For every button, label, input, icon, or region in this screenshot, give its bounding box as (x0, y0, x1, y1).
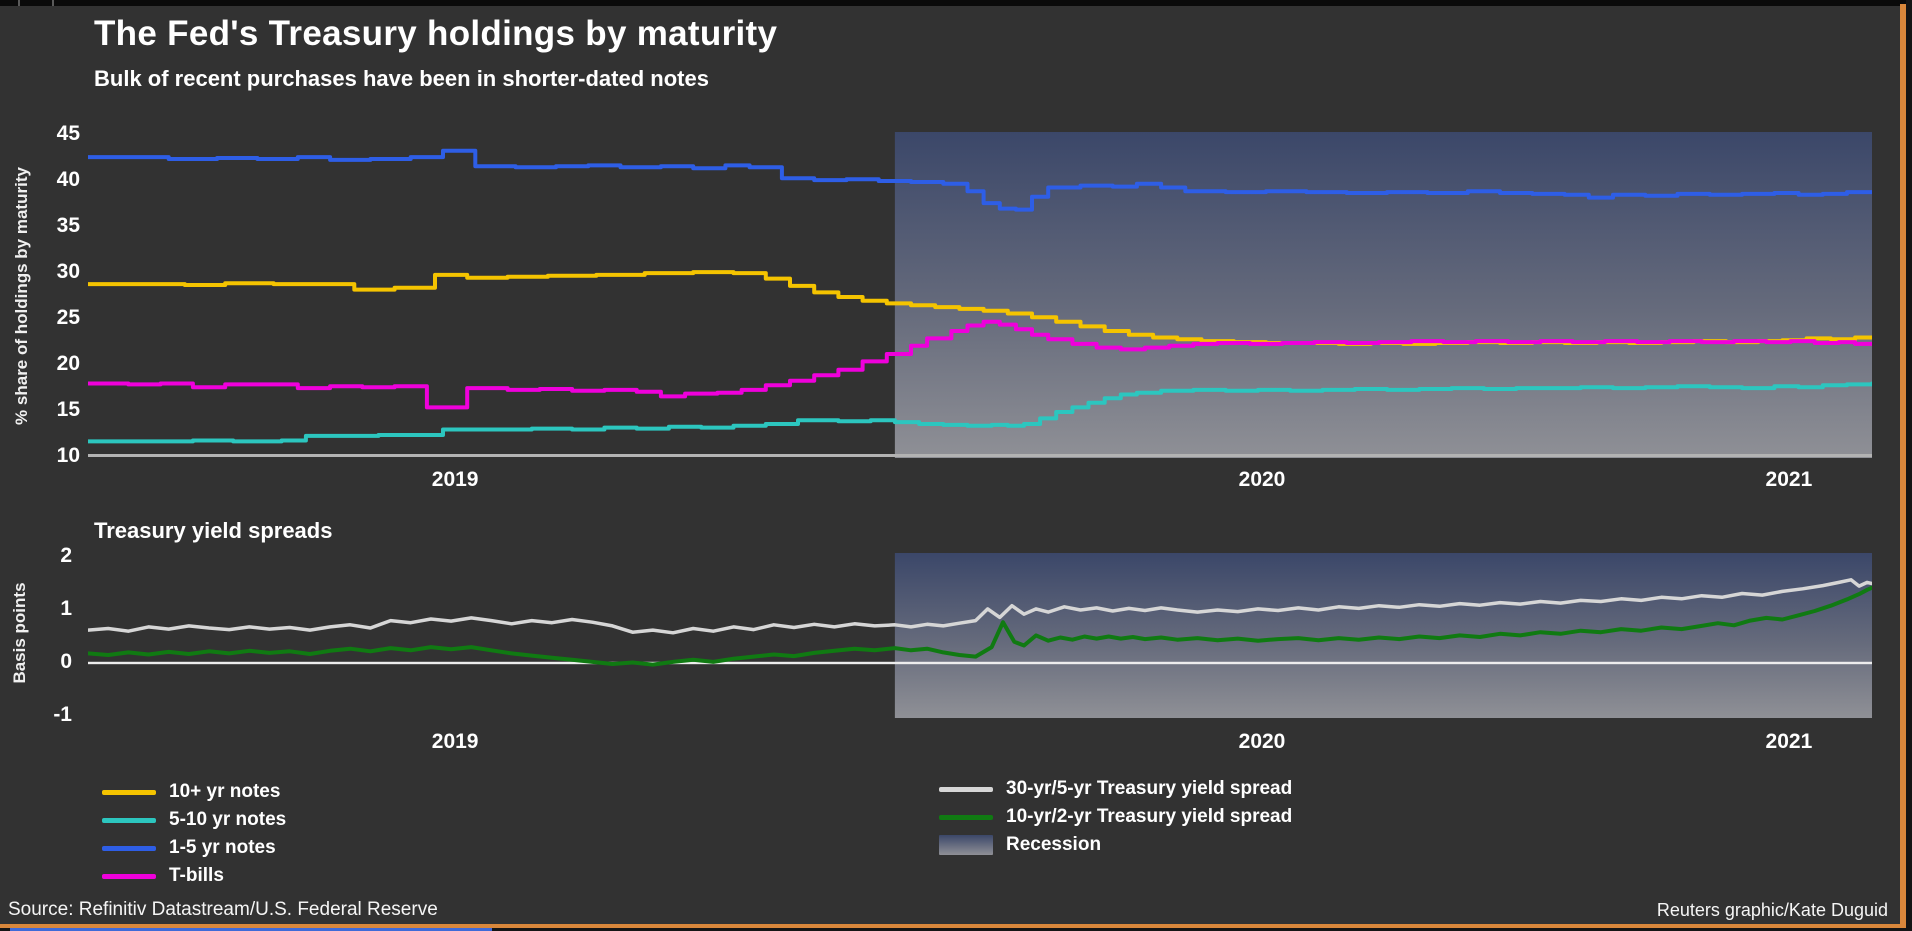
legend-spreads: 30-yr/5-yr Treasury yield spread 10-yr/2-… (939, 775, 1292, 859)
x-tick-label: 2020 (1238, 730, 1286, 753)
page-subtitle: Bulk of recent purchases have been in sh… (94, 66, 709, 91)
series-10-yr-2-yr-treasury-yield-spread (88, 585, 1872, 667)
line-swatch (939, 814, 993, 820)
x-tick-label: 2019 (431, 730, 479, 753)
window-bottom-edge (0, 928, 1912, 931)
graphic-credit: Reuters graphic/Kate Duguid (1656, 900, 1888, 920)
legend-label: 10+ yr notes (169, 781, 281, 802)
line-swatch (102, 817, 156, 823)
legend-holdings: 10+ yr notes 5-10 yr notes 1-5 yr notes T-b… (102, 778, 286, 890)
line-swatch (102, 789, 156, 795)
legend-item: Recession (939, 831, 1292, 859)
y-tick-label: 15 (56, 398, 80, 422)
y-tick-label: 25 (56, 306, 80, 330)
legend-item: 30-yr/5-yr Treasury yield spread (939, 775, 1292, 803)
window-top-edge (0, 0, 1912, 6)
recession-band (894, 132, 1872, 458)
legend-label: 5-10 yr notes (169, 809, 287, 830)
y-tick-label: 40 (56, 168, 80, 192)
x-tick-label: 2021 (1765, 468, 1813, 491)
x-tick-label: 2021 (1765, 730, 1813, 753)
y-tick-label: 30 (56, 260, 80, 284)
legend-label: 10-yr/2-yr Treasury yield spread (1006, 806, 1293, 827)
recession-swatch (939, 835, 993, 855)
legend-label: T-bills (169, 865, 224, 886)
legend-label: 30-yr/5-yr Treasury yield spread (1006, 778, 1293, 799)
window-top-divider (52, 0, 54, 6)
recession-band (894, 553, 1872, 718)
line-swatch (939, 786, 993, 792)
y-tick-label: 0 (60, 649, 72, 673)
line-swatch (102, 845, 156, 851)
x-axis-line (88, 454, 1872, 457)
spreads-line-chart (88, 553, 1872, 718)
line-swatch (102, 873, 156, 879)
legend-label: Recession (1006, 834, 1102, 855)
window-accent-border-bottom (0, 924, 1906, 928)
y-tick-label: 2 (60, 543, 72, 567)
legend-item: T-bills (102, 862, 286, 890)
series-1-5-yr-notes (88, 148, 1872, 212)
y-axis-label-holdings: % share of holdings by maturity (12, 167, 31, 425)
y-tick-label: 45 (56, 122, 80, 146)
legend-item: 10+ yr notes (102, 778, 286, 806)
legend-item: 5-10 yr notes (102, 806, 286, 834)
y-tick-label: -1 (53, 702, 72, 726)
y-tick-label: 20 (56, 352, 80, 376)
page-title: The Fed's Treasury holdings by maturity (94, 14, 778, 53)
x-tick-label: 2019 (431, 468, 479, 491)
y-tick-label: 10 (56, 444, 80, 468)
legend-item: 1-5 yr notes (102, 834, 286, 862)
series-30-yr-5-yr-treasury-yield-spread (88, 578, 1872, 635)
series-5-10-yr-notes (88, 381, 1872, 444)
series-t-bills (88, 319, 1872, 410)
window-top-divider (18, 0, 20, 6)
legend-item: 10-yr/2-yr Treasury yield spread (939, 803, 1292, 831)
legend-label: 1-5 yr notes (169, 837, 276, 858)
window-accent-border-right (1900, 4, 1906, 925)
taskbar-fragment (10, 928, 492, 931)
y-tick-label: 1 (60, 596, 72, 620)
holdings-line-chart (88, 132, 1872, 458)
x-tick-label: 2020 (1238, 468, 1286, 491)
source-attribution: Source: Refinitiv Datastream/U.S. Federa… (8, 899, 438, 920)
zero-line (88, 661, 1872, 665)
y-tick-label: 35 (56, 214, 80, 238)
window-right-edge (1906, 0, 1912, 931)
spreads-chart-title: Treasury yield spreads (94, 518, 333, 543)
